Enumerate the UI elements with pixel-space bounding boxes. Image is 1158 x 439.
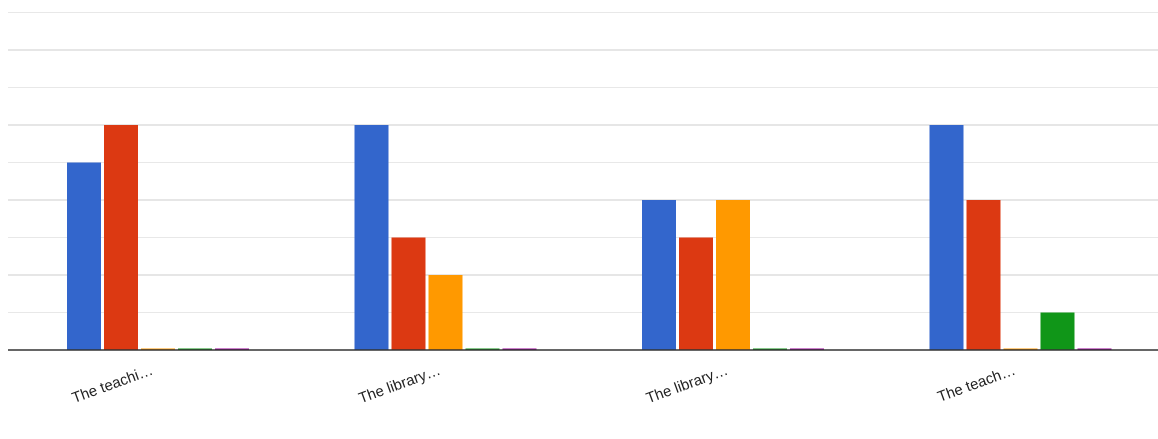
x-tick-label: The library…	[356, 362, 442, 407]
bar	[428, 275, 463, 350]
bar	[679, 237, 713, 350]
x-tick-labels: The teachi… The library… The library… Th…	[70, 362, 1018, 407]
bar	[929, 125, 964, 350]
x-tick-label: The teachi…	[70, 362, 156, 407]
x-tick-label: The teach…	[935, 362, 1018, 406]
bar	[391, 237, 426, 350]
bar	[354, 125, 389, 350]
bar	[67, 162, 101, 350]
bars	[67, 125, 1112, 350]
bar	[716, 200, 750, 350]
bar	[642, 200, 676, 350]
bar	[1040, 312, 1075, 350]
x-tick-label: The library…	[644, 362, 730, 407]
gridlines	[8, 12, 1158, 313]
bar	[104, 125, 138, 350]
bar	[966, 200, 1001, 350]
